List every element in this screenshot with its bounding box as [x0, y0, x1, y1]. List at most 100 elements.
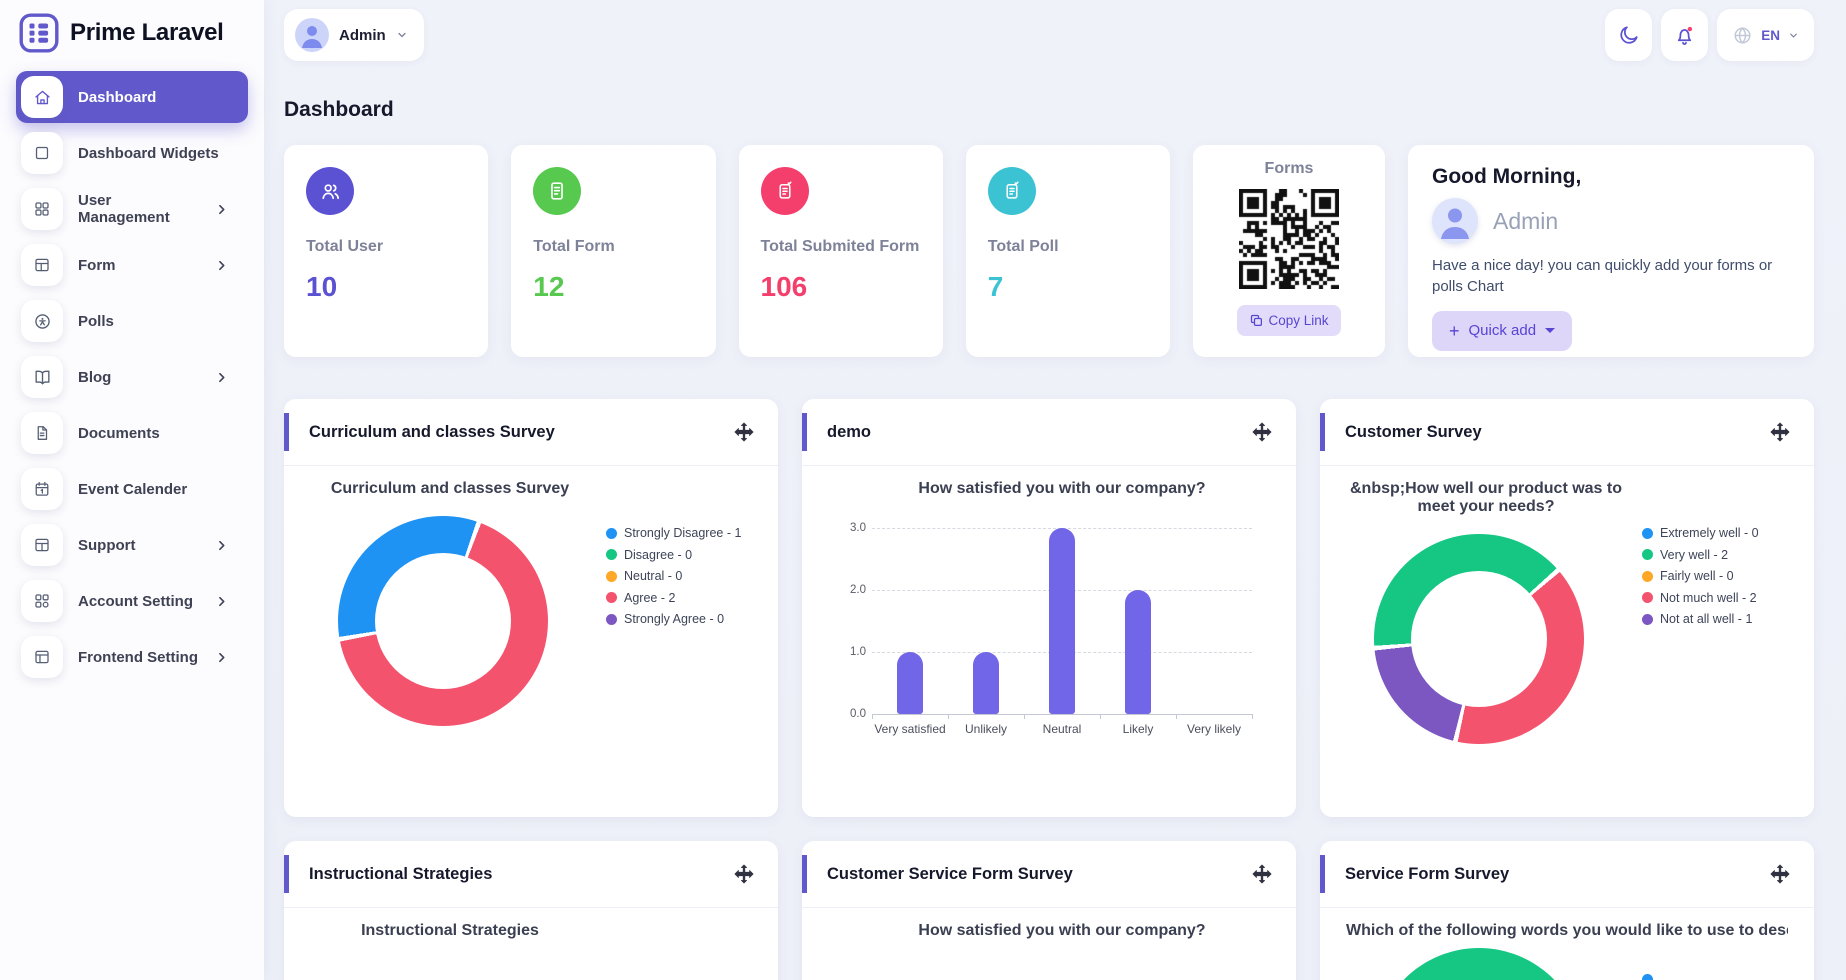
x-axis-label: Very satisfied: [874, 722, 946, 736]
sidebar-item-label: Event Calender: [78, 480, 188, 498]
greeting-message: Have a nice day! you can quickly add you…: [1432, 257, 1773, 296]
widget-card-header: Service Form Survey: [1320, 841, 1814, 907]
brand[interactable]: Prime Laravel: [0, 0, 264, 53]
chart-title: Which of the following words you would l…: [1346, 922, 1788, 939]
legend-item[interactable]: Not much well - 2: [1642, 591, 1759, 605]
sidebar-item-blog[interactable]: Blog: [16, 351, 248, 403]
plus-icon: +: [1449, 320, 1460, 341]
legend-item[interactable]: Strongly Disagree - 1: [606, 526, 741, 540]
accent-bar: [284, 855, 289, 893]
topbar-actions: EN: [1605, 9, 1814, 61]
legend-item[interactable]: Fairly well - 0: [1642, 569, 1759, 583]
legend-item[interactable]: Very well - 2: [1642, 548, 1759, 562]
x-axis-tick: [1024, 714, 1025, 719]
move-widget-icon[interactable]: [733, 863, 755, 885]
bars: [872, 528, 1252, 714]
stats-grid: Total User 10 Total Form 12 Total Submited F…: [284, 145, 1814, 357]
legend-label: Not at all well - 1: [1660, 612, 1753, 626]
x-axis-label: Neutral: [1042, 722, 1082, 736]
move-widget-icon[interactable]: [1251, 863, 1273, 885]
copy-link-label: Copy Link: [1268, 313, 1329, 328]
move-widget-icon[interactable]: [1769, 863, 1791, 885]
bar-slot: [1100, 528, 1176, 714]
bar[interactable]: [1049, 528, 1075, 714]
move-widget-icon[interactable]: [1769, 421, 1791, 443]
notifications-button[interactable]: [1661, 9, 1709, 61]
dark-mode-toggle[interactable]: [1605, 9, 1653, 61]
legend-dot-icon: [606, 549, 617, 560]
doughnut-chart: [1374, 948, 1584, 980]
widget-card-header: Instructional Strategies: [284, 841, 778, 907]
divider: [802, 907, 1296, 908]
widget-card-customer-survey: Customer Survey &nbsp;How well our produc…: [1320, 399, 1814, 817]
chart-title: &nbsp;How well our product was to meet y…: [1350, 480, 1622, 515]
chart-legend: Strongly Disagree - 1 Disagree - 0 Neutral…: [606, 526, 741, 726]
legend-item[interactable]: Not at all well - 1: [1642, 612, 1759, 626]
widget-card-title: Customer Service Form Survey: [827, 864, 1073, 883]
widget-card-customer-service-form-survey: Customer Service Form Survey How satisfie…: [802, 841, 1296, 980]
accent-bar: [802, 413, 807, 451]
bar[interactable]: [897, 652, 923, 714]
legend-item[interactable]: Agree - 2: [606, 591, 741, 605]
legend-item[interactable]: Extremely well - 0: [1642, 526, 1759, 540]
sidebar-item-documents[interactable]: Documents: [16, 407, 248, 459]
bar-slot: [1024, 528, 1100, 714]
bottom-charts-grid: Instructional Strategies Instructional St…: [284, 841, 1814, 980]
home-icon: [21, 76, 63, 118]
y-axis-tick-label: 1.0: [850, 646, 866, 658]
widget-card-header: Curriculum and classes Survey: [284, 399, 778, 465]
bar[interactable]: [1125, 590, 1151, 714]
copy-link-button[interactable]: Copy Link: [1237, 305, 1341, 336]
move-widget-icon[interactable]: [733, 421, 755, 443]
legend-item[interactable]: Disagree - 0: [606, 548, 741, 562]
sidebar-item-frontend-setting[interactable]: Frontend Setting: [16, 631, 248, 683]
sidebar-item-dashboard-widgets[interactable]: Dashboard Widgets: [16, 127, 248, 179]
widget-card-title: Customer Survey: [1345, 422, 1482, 441]
legend-label: Strongly Agree - 0: [624, 612, 725, 626]
legend-label: Extremely well - 0: [1660, 526, 1759, 540]
bar-chart-plot: 3.0 2.0 1.0 0.0: [850, 522, 1253, 720]
stat-label: Total Poll: [987, 238, 1059, 255]
brand-name: Prime Laravel: [70, 19, 224, 46]
x-axis-label: Likely: [1122, 722, 1154, 736]
sidebar-item-dashboard[interactable]: Dashboard: [16, 71, 248, 123]
widget-card-instructional-strategies: Instructional Strategies Instructional St…: [284, 841, 778, 980]
sidebar-item-label: Dashboard Widgets: [78, 144, 219, 162]
legend-item[interactable]: [1642, 974, 1653, 980]
sidebar-item-event-calender[interactable]: Event Calender: [16, 463, 248, 515]
bar[interactable]: [973, 652, 999, 714]
quick-add-label: Quick add: [1468, 322, 1537, 340]
divider: [284, 907, 778, 908]
doughnut-chart: [1374, 534, 1584, 744]
sidebar-item-label: User Management: [78, 192, 170, 226]
move-widget-icon[interactable]: [1251, 421, 1273, 443]
sidebar-item-support[interactable]: Support: [16, 519, 248, 571]
chart-legend: [1642, 974, 1653, 980]
sidebar-item-user-management[interactable]: User Management: [16, 183, 248, 235]
x-axis-labels: Very satisfied Unlikely Neutral Likely Very …: [872, 722, 1252, 736]
sidebar-item-label: Polls: [78, 312, 114, 330]
legend-label: Fairly well - 0: [1660, 569, 1734, 583]
legend-dot-icon: [606, 592, 617, 603]
chart-title: How satisfied you with our company?: [918, 922, 1206, 939]
calendar-icon: [21, 468, 63, 510]
chevron-right-icon: [215, 259, 228, 272]
sidebar-item-account-setting[interactable]: Account Setting: [16, 575, 248, 627]
sidebar-item-polls[interactable]: Polls: [16, 295, 248, 347]
stat-value: 10: [306, 271, 338, 302]
language-selector[interactable]: EN: [1717, 9, 1814, 61]
legend-item[interactable]: Strongly Agree - 0: [606, 612, 741, 626]
user-menu[interactable]: Admin: [284, 9, 424, 61]
chevron-right-icon: [215, 371, 228, 384]
chart-title: Curriculum and classes Survey: [330, 480, 570, 497]
greeting-user-name: Admin: [1493, 207, 1559, 234]
legend-label: Disagree - 0: [624, 547, 693, 562]
y-axis-tick-label: 3.0: [850, 522, 866, 534]
documents-icon: [21, 412, 63, 454]
x-axis-label: Unlikely: [964, 722, 1007, 736]
sidebar-item-label: Blog: [78, 368, 112, 386]
sidebar-item-label: Support: [78, 536, 136, 554]
sidebar-item-form[interactable]: Form: [16, 239, 248, 291]
legend-item[interactable]: Neutral - 0: [606, 569, 741, 583]
quick-add-button[interactable]: + Quick add: [1432, 310, 1573, 351]
